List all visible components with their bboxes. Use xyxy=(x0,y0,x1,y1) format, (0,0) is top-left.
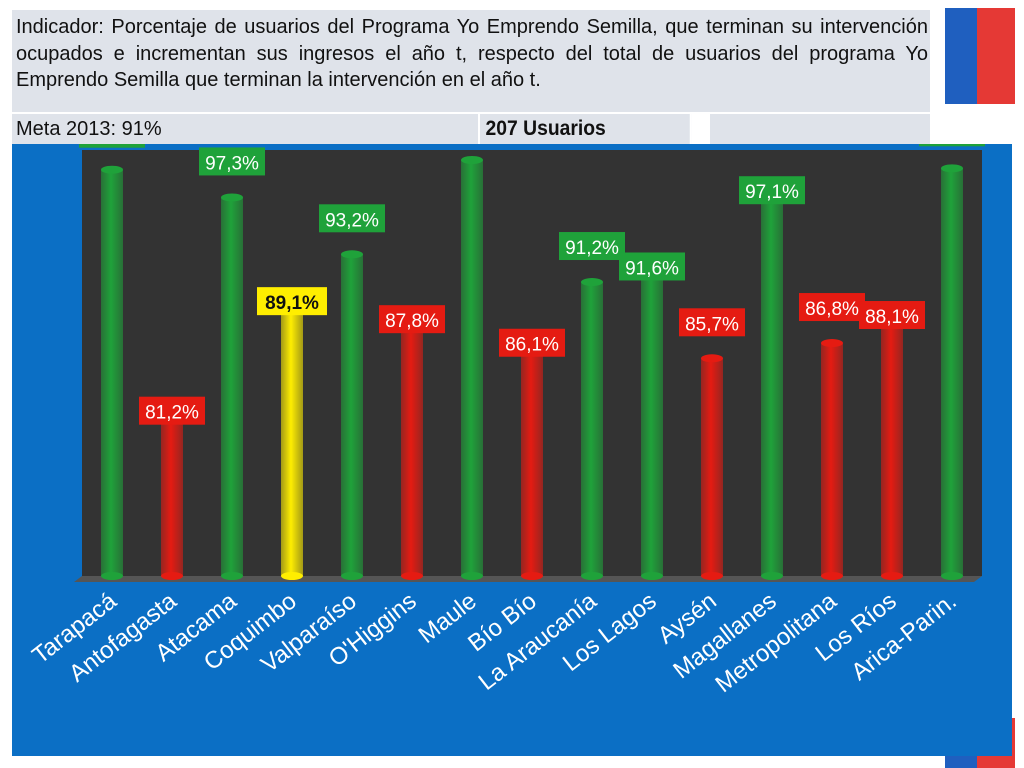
data-label-box-14 xyxy=(919,144,985,147)
data-label-box-4 xyxy=(319,204,385,233)
bar-5 xyxy=(401,329,423,576)
bar-0 xyxy=(101,169,123,576)
bar-base-4 xyxy=(341,572,363,580)
bar-cap-2 xyxy=(221,193,243,202)
bar-9 xyxy=(641,276,663,576)
data-label-5: 87,8% xyxy=(385,311,439,332)
bar-base-10 xyxy=(701,572,723,580)
data-label-3: 89,1% xyxy=(265,293,319,314)
data-label-12: 86,8% xyxy=(805,299,859,320)
data-label-10: 85,7% xyxy=(685,314,739,335)
bar-base-7 xyxy=(521,572,543,580)
data-label-box-7 xyxy=(499,328,565,357)
data-label-box-11 xyxy=(739,176,805,205)
meta-empty-cell xyxy=(710,114,930,144)
bar-6 xyxy=(461,160,483,576)
bar-base-1 xyxy=(161,572,183,580)
bar-chart: 99,3%Tarapacá81,2%Antofagasta97,3%Atacam… xyxy=(27,144,985,698)
data-label-14: 99,4% xyxy=(925,144,979,145)
chart-panel: 99,3%Tarapacá81,2%Antofagasta97,3%Atacam… xyxy=(12,144,1012,756)
flag-decoration-top xyxy=(945,8,1015,104)
flag-blue-stripe xyxy=(945,8,977,104)
meta-row: Meta 2013: 91% 207 Usuarios xyxy=(12,114,930,144)
indicator-description: Indicador: Porcentaje de usuarios del Pr… xyxy=(12,10,930,112)
bar-cap-0 xyxy=(101,165,123,174)
data-label-4: 93,2% xyxy=(325,210,379,231)
bar-10 xyxy=(701,358,723,576)
bar-2 xyxy=(221,197,243,576)
bar-11 xyxy=(761,200,783,577)
bar-7 xyxy=(521,352,543,576)
bar-1 xyxy=(161,420,183,576)
data-label-9: 91,6% xyxy=(625,258,679,279)
data-label-box-10 xyxy=(679,308,745,337)
meta-target-label: Meta 2013: 91% xyxy=(12,114,480,144)
data-label-13: 88,1% xyxy=(865,307,919,328)
data-label-box-9 xyxy=(619,252,685,281)
bar-cap-4 xyxy=(341,250,363,259)
data-label-box-1 xyxy=(139,396,205,425)
data-label-box-8 xyxy=(559,232,625,261)
bar-13 xyxy=(881,325,903,576)
bar-base-13 xyxy=(881,572,903,580)
bar-3 xyxy=(281,311,303,576)
bar-12 xyxy=(821,343,843,576)
bar-8 xyxy=(581,282,603,576)
data-label-box-3 xyxy=(257,287,327,316)
bar-base-2 xyxy=(221,572,243,580)
data-label-0: 99,3% xyxy=(85,144,139,147)
bar-14 xyxy=(941,168,963,576)
bar-base-14 xyxy=(941,572,963,580)
bar-base-0 xyxy=(101,572,123,580)
data-label-box-13 xyxy=(859,301,925,330)
bar-cap-8 xyxy=(581,278,603,287)
data-label-box-2 xyxy=(199,147,265,176)
data-label-1: 81,2% xyxy=(145,403,199,424)
bar-cap-10 xyxy=(701,354,723,363)
data-label-8: 91,2% xyxy=(565,238,619,259)
bar-base-12 xyxy=(821,572,843,580)
data-label-box-5 xyxy=(379,305,445,334)
bar-base-3 xyxy=(281,572,303,580)
bar-base-9 xyxy=(641,572,663,580)
bar-base-11 xyxy=(761,572,783,580)
data-label-2: 97,3% xyxy=(205,153,259,174)
bar-cap-14 xyxy=(941,164,963,173)
data-label-box-0 xyxy=(79,144,145,148)
flag-red-stripe xyxy=(977,8,1015,104)
bar-base-5 xyxy=(401,572,423,580)
bar-base-8 xyxy=(581,572,603,580)
users-count-label: 207 Usuarios xyxy=(480,114,692,144)
bar-cap-12 xyxy=(821,339,843,348)
bar-base-6 xyxy=(461,572,483,580)
bar-cap-6 xyxy=(461,156,483,164)
data-label-box-12 xyxy=(799,293,865,322)
bar-4 xyxy=(341,254,363,576)
data-label-7: 86,1% xyxy=(505,335,559,356)
data-label-11: 97,1% xyxy=(745,182,799,203)
